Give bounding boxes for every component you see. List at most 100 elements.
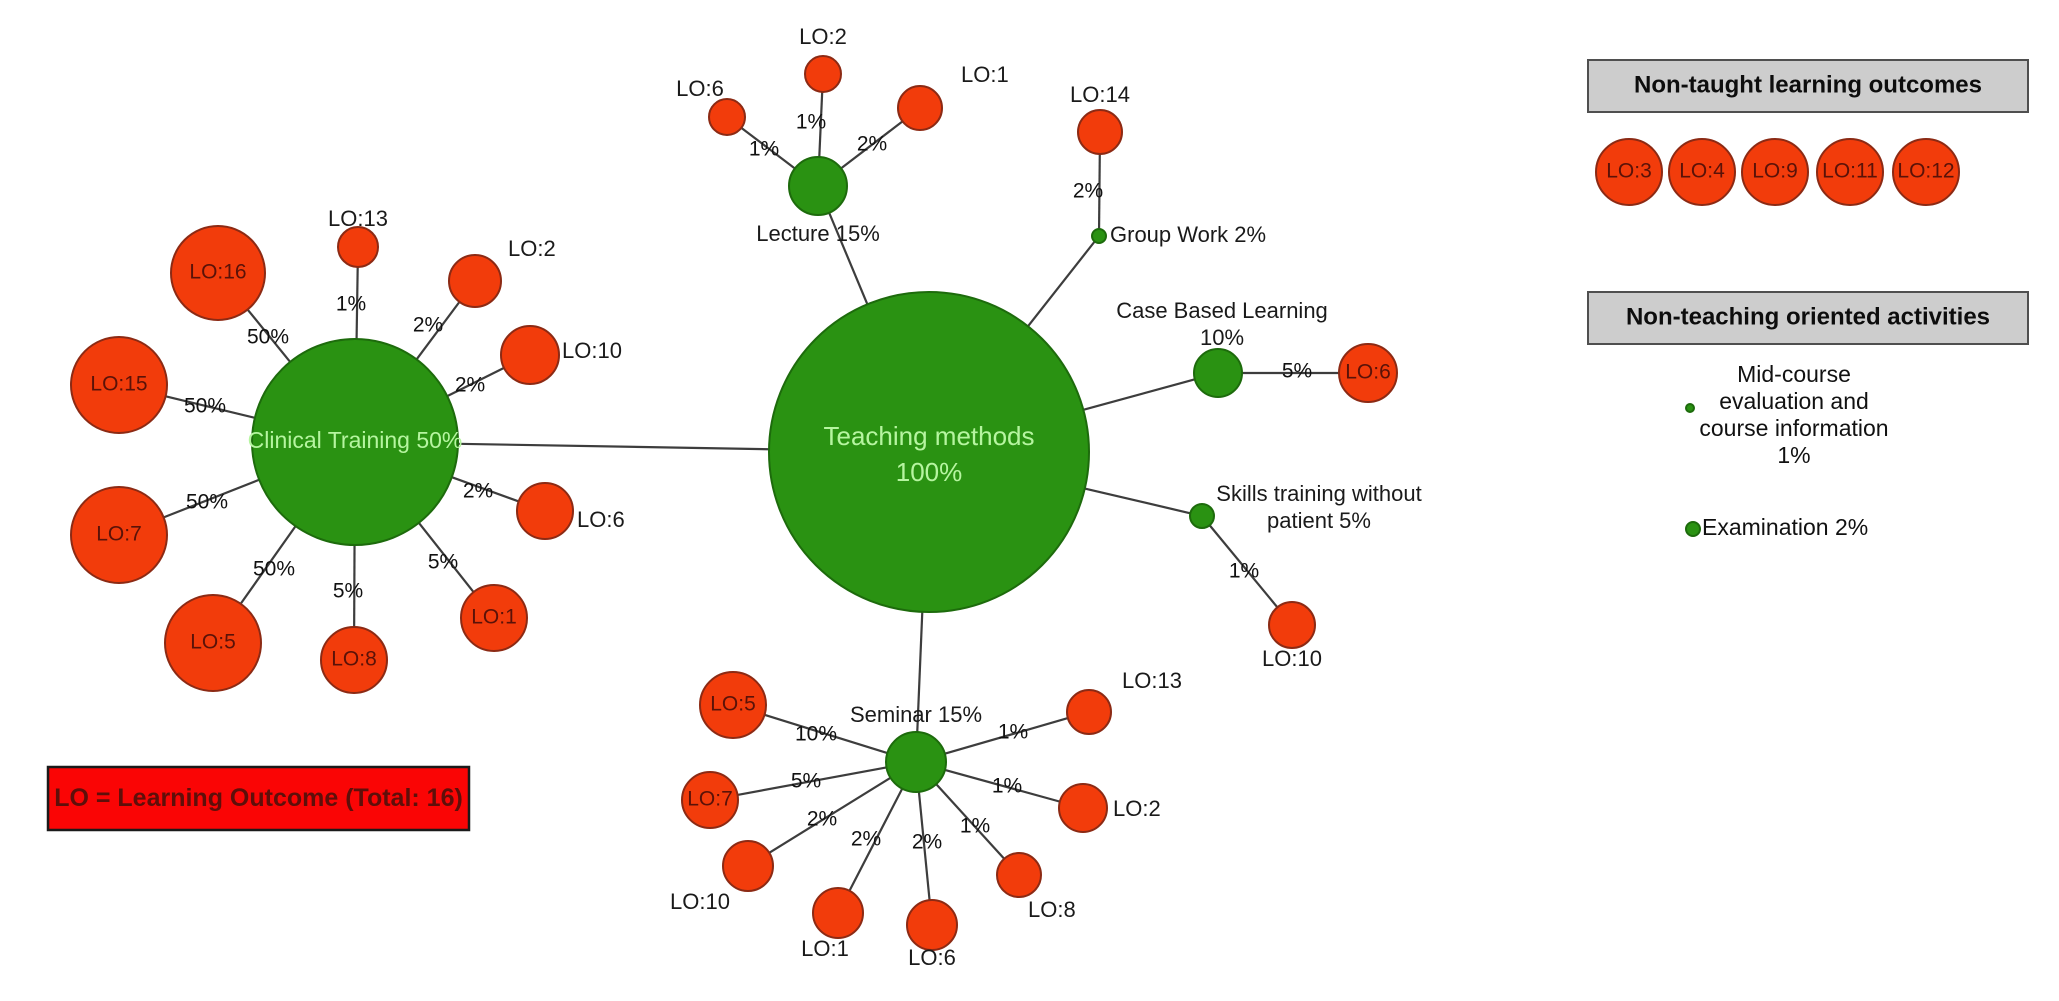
nontaught-outcome-LO9[interactable] [1741, 138, 1809, 206]
node-outcome-LO7-clinical-training[interactable] [70, 486, 168, 584]
edge-seminar-to-outcome-4 [917, 791, 931, 901]
label-outcome-6-clinical-training: LO:6 [577, 507, 625, 532]
root-label-line1: Teaching methods [823, 421, 1034, 451]
pct-skills-training-0: 1% [1229, 560, 1259, 583]
node-outcome-LO5-clinical-training[interactable] [164, 594, 262, 692]
node-outcome-LO13-seminar[interactable] [1066, 689, 1112, 735]
activity-dot-examination[interactable] [1685, 521, 1701, 537]
label-outcome-4-clinical-training: LO:8 [331, 648, 377, 671]
node-group-work[interactable] [1091, 228, 1107, 244]
pct-clinical-training-6: 2% [463, 480, 493, 503]
pct-seminar-5: 1% [960, 815, 990, 838]
edge-clinical-training-to-outcome-8 [415, 301, 461, 361]
nontaught-outcome-label-4: LO:12 [1897, 160, 1954, 183]
pct-seminar-6: 1% [992, 775, 1022, 798]
label-skills-training: Skills training without [1216, 481, 1421, 506]
node-outcome-LO1-seminar[interactable] [812, 887, 864, 939]
pct-seminar-3: 2% [851, 828, 881, 851]
edge-root-to-skills-training [1084, 487, 1191, 515]
edge-seminar-to-outcome-0 [764, 713, 888, 755]
nontaught-outcome-LO3[interactable] [1595, 138, 1663, 206]
nonteaching-legend-box [1587, 291, 2029, 345]
pct-clinical-training-4: 5% [333, 580, 363, 603]
edge-clinical-training-to-outcome-1 [165, 395, 256, 419]
edge-root-to-group-work [1027, 240, 1096, 327]
nontaught-outcome-LO11[interactable] [1816, 138, 1884, 206]
nontaught-outcome-label-1: LO:4 [1679, 160, 1725, 183]
pct-clinical-training-8: 2% [413, 314, 443, 337]
pct-seminar-4: 2% [912, 831, 942, 854]
edge-lecture-to-outcome-2 [840, 120, 904, 170]
label-outcome-4-seminar: LO:6 [908, 945, 956, 970]
node-outcome-LO16-clinical-training[interactable] [170, 225, 266, 321]
label-outcome-5-clinical-training: LO:1 [471, 606, 517, 629]
node-outcome-LO6-lecture[interactable] [708, 98, 746, 136]
node-outcome-LO6-clinical-training[interactable] [516, 482, 574, 540]
activity-dot-mid-course[interactable] [1685, 403, 1695, 413]
label-outcome-1-lecture: LO:2 [799, 24, 847, 49]
label-outcome-1-seminar: LO:7 [687, 788, 733, 811]
edge-seminar-to-outcome-2 [768, 776, 892, 854]
labels-layer: Teaching methods 100% Clinical Training 50… [90, 24, 1421, 970]
activity-mid-course-line2: course information [1699, 415, 1888, 441]
lo-legend-text: LO = Learning Outcome (Total: 16) [54, 784, 463, 812]
pct-seminar-1: 5% [791, 770, 821, 793]
edge-lecture-to-outcome-0 [740, 126, 796, 170]
pct-clinical-training-5: 5% [428, 551, 458, 574]
node-outcome-LO10-skills-training[interactable] [1268, 601, 1316, 649]
node-outcome-LO2-lecture[interactable] [804, 55, 842, 93]
node-outcome-LO1-clinical-training[interactable] [460, 584, 528, 652]
edge-clinical-training-to-outcome-6 [451, 476, 520, 503]
node-outcome-LO14-group-work[interactable] [1077, 109, 1123, 155]
pct-case-based-learning-0: 5% [1282, 360, 1312, 383]
node-outcome-LO8-seminar[interactable] [996, 852, 1042, 898]
pct-lecture-2: 2% [857, 133, 887, 156]
node-outcome-LO10-clinical-training[interactable] [500, 325, 560, 385]
pct-seminar-7: 1% [998, 721, 1028, 744]
nontaught-outcome-label-0: LO:3 [1606, 160, 1652, 183]
pct-seminar-2: 2% [807, 808, 837, 831]
activity-mid-course-line0: Mid-course [1737, 361, 1851, 387]
nontaught-outcome-label-2: LO:9 [1752, 160, 1798, 183]
edge-group-work-to-outcome-0 [1097, 153, 1101, 230]
node-outcome-LO6-case-based-learning[interactable] [1338, 343, 1398, 403]
label-seminar: Seminar 15% [850, 702, 982, 727]
edge-seminar-to-outcome-1 [737, 766, 887, 797]
label-case-based-learning-line2: 10% [1200, 325, 1244, 350]
edge-clinical-training-to-outcome-3 [239, 525, 297, 605]
node-outcome-LO6-seminar[interactable] [906, 899, 958, 951]
node-outcome-LO8-clinical-training[interactable] [320, 626, 388, 694]
edge-seminar-to-outcome-5 [935, 783, 1005, 860]
pct-clinical-training-1: 50% [184, 395, 226, 418]
label-outcome-0-clinical-training: LO:16 [189, 261, 246, 284]
node-lecture[interactable] [788, 156, 848, 216]
label-outcome-2-clinical-training: LO:7 [96, 523, 142, 546]
node-seminar[interactable] [885, 731, 947, 793]
node-outcome-LO13-clinical-training[interactable] [337, 226, 379, 268]
edge-clinical-training-to-outcome-5 [417, 522, 475, 593]
activity-examination-line0: Examination 2% [1702, 514, 1868, 540]
node-teaching-methods[interactable] [768, 291, 1090, 613]
nontaught-outcome-LO4[interactable] [1668, 138, 1736, 206]
node-outcome-LO10-seminar[interactable] [722, 840, 774, 892]
node-outcome-LO15-clinical-training[interactable] [70, 336, 168, 434]
node-outcome-LO5-seminar[interactable] [699, 671, 767, 739]
node-outcome-LO1-lecture[interactable] [897, 85, 943, 131]
edge-seminar-to-outcome-6 [944, 768, 1061, 803]
label-clinical-training: Clinical Training 50% [248, 427, 463, 453]
node-outcome-LO2-seminar[interactable] [1058, 783, 1108, 833]
pct-lecture-0: 1% [749, 138, 779, 161]
nontaught-legend-title: Non-taught learning outcomes [1634, 71, 1982, 98]
edge-root-to-lecture [828, 212, 869, 305]
legend-layer: Non-taught learning outcomes LO:3 LO:4 LO:9… [46, 59, 2029, 832]
node-outcome-LO7-seminar[interactable] [681, 771, 739, 829]
label-outcome-6-seminar: LO:2 [1113, 796, 1161, 821]
node-case-based-learning[interactable] [1193, 348, 1243, 398]
node-clinical-training[interactable] [251, 338, 459, 546]
node-outcome-LO2-clinical-training[interactable] [448, 254, 502, 308]
pct-clinical-training-7: 2% [455, 374, 485, 397]
nontaught-outcome-LO12[interactable] [1892, 138, 1960, 206]
edge-seminar-to-outcome-7 [944, 717, 1069, 755]
node-skills-training[interactable] [1189, 503, 1215, 529]
